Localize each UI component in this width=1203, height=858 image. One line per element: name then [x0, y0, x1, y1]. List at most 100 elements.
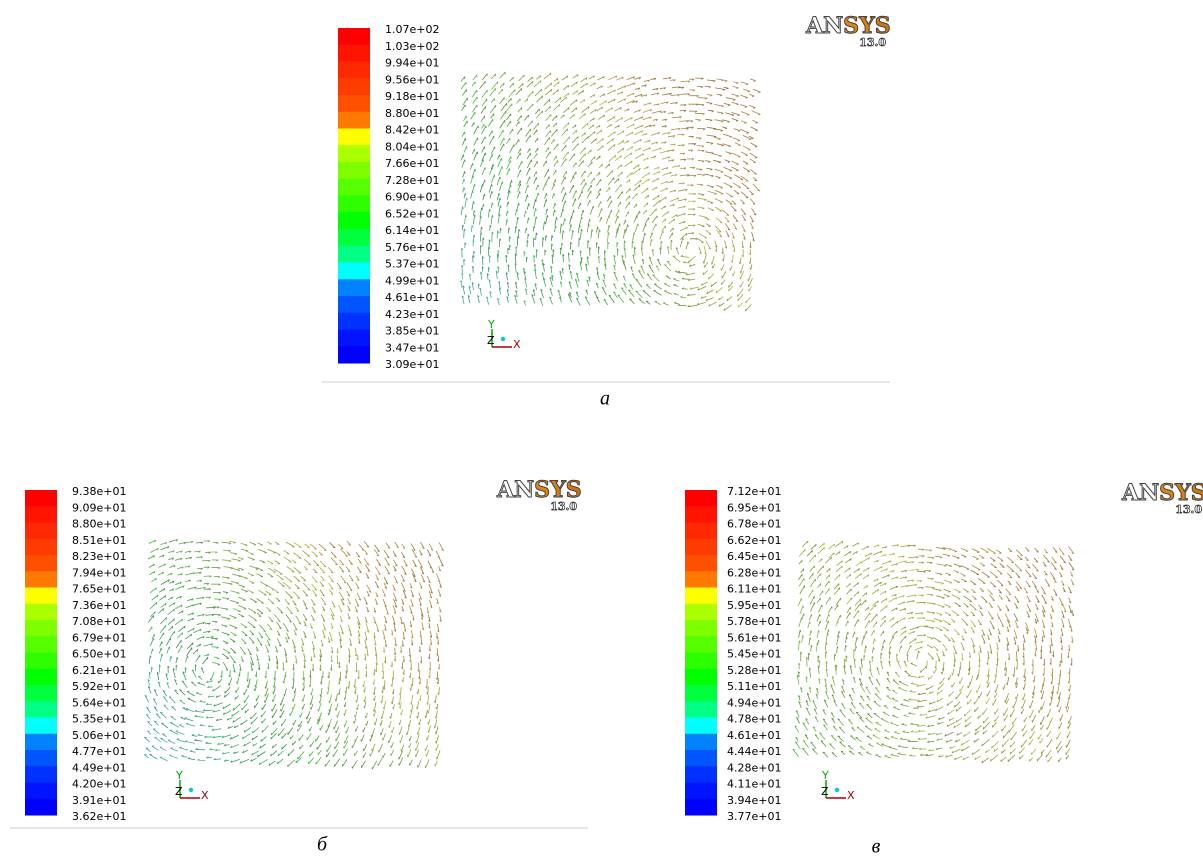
vector-arrow	[482, 74, 487, 81]
vector-arrow	[1044, 571, 1047, 575]
colorbar-label: 8.80e+01	[72, 518, 126, 531]
vector-arrow	[1042, 620, 1045, 628]
vector-arrow	[919, 748, 926, 749]
vector-arrow	[731, 167, 738, 171]
vector-arrow	[350, 630, 352, 635]
vector-arrow	[607, 170, 613, 177]
vector-arrow	[608, 178, 614, 185]
vector-arrow	[147, 721, 152, 726]
vector-arrow	[516, 99, 520, 104]
vector-arrow	[650, 209, 656, 216]
vector-arrow	[605, 264, 607, 270]
vector-arrow	[875, 694, 882, 700]
vector-arrow	[284, 550, 290, 554]
vector-arrow	[179, 690, 185, 696]
colorbar-swatch	[25, 701, 57, 718]
vector-arrow	[274, 671, 275, 680]
vector-arrow	[204, 567, 210, 568]
vector-arrow	[215, 749, 220, 751]
vector-arrow	[169, 603, 175, 607]
vector-arrow	[750, 159, 756, 163]
vector-arrow	[425, 759, 429, 768]
vector-arrow	[668, 160, 674, 162]
vector-arrow	[1042, 636, 1044, 641]
vector-arrow	[345, 671, 346, 678]
vector-arrow	[1051, 622, 1053, 627]
vector-arrow	[472, 149, 474, 154]
vector-arrow	[889, 636, 894, 645]
vector-arrow	[223, 641, 228, 644]
vector-arrow	[884, 706, 888, 709]
vector-arrow	[635, 88, 640, 90]
vector-arrow	[1050, 629, 1052, 635]
vector-arrow	[233, 752, 238, 754]
vector-arrow	[589, 277, 591, 282]
vector-arrow	[364, 701, 366, 708]
vector-arrow	[222, 654, 229, 659]
vector-arrow	[1035, 650, 1036, 656]
vector-arrow	[993, 699, 997, 706]
vector-arrow	[205, 736, 213, 737]
vector-arrow	[852, 543, 858, 547]
vector-arrow	[891, 754, 899, 757]
vector-arrow	[644, 167, 649, 170]
colorbar-label: 7.36e+01	[72, 599, 126, 612]
vector-arrow	[998, 589, 1001, 593]
colorbar-label: 7.65e+01	[72, 583, 126, 596]
vector-arrow	[882, 575, 889, 578]
vector-arrow	[213, 686, 221, 692]
vector-arrow	[344, 720, 347, 727]
vector-arrow	[357, 705, 359, 710]
colorbar-label: 4.28e+01	[727, 761, 781, 774]
vector-arrow	[409, 673, 410, 678]
vector-arrow	[367, 591, 370, 596]
vector-arrow	[560, 248, 561, 255]
vector-arrow	[889, 747, 898, 750]
vector-arrow	[906, 562, 914, 564]
vector-arrow	[376, 624, 378, 632]
vector-arrow	[946, 740, 952, 743]
colorbar-label: 5.64e+01	[72, 696, 126, 709]
colorbar-swatch	[338, 196, 370, 213]
vector-arrow	[797, 675, 799, 685]
vector-arrow	[352, 742, 355, 748]
vector-arrow	[464, 116, 467, 121]
vector-arrow	[329, 576, 334, 582]
vector-arrow	[635, 154, 644, 159]
vector-arrow	[681, 128, 689, 129]
vector-arrow	[285, 591, 292, 598]
vector-arrow	[344, 693, 346, 700]
vector-arrow	[599, 101, 606, 106]
vector-arrow	[391, 630, 393, 636]
vector-arrow	[853, 582, 858, 587]
vector-arrow	[299, 721, 302, 727]
vector-arrow	[616, 229, 618, 239]
vector-arrow	[679, 87, 684, 88]
vector-arrow	[320, 590, 325, 596]
vector-arrow	[193, 629, 201, 632]
vector-arrow	[818, 583, 821, 588]
vector-arrow	[268, 599, 274, 604]
vector-arrow	[551, 129, 557, 136]
vector-arrow	[982, 572, 990, 578]
vector-arrow	[688, 144, 696, 145]
vector-arrow	[294, 576, 300, 581]
vector-arrow	[590, 247, 591, 256]
vector-arrow	[436, 551, 440, 558]
vector-arrow	[617, 148, 624, 153]
vector-arrow	[1012, 718, 1016, 725]
vector-arrow	[689, 111, 697, 112]
vector-arrow	[339, 605, 343, 612]
vector-arrow	[222, 560, 231, 562]
vector-arrow	[975, 756, 981, 760]
vector-arrow	[160, 712, 166, 718]
vector-arrow	[1035, 642, 1037, 650]
vector-arrow	[945, 604, 951, 607]
vector-arrow	[550, 288, 552, 295]
vector-arrow	[385, 558, 390, 566]
vector-arrow	[545, 106, 551, 112]
vector-arrow	[197, 568, 203, 570]
vector-arrow	[294, 630, 296, 635]
vector-arrow	[645, 218, 649, 225]
vector-arrow	[590, 83, 596, 86]
